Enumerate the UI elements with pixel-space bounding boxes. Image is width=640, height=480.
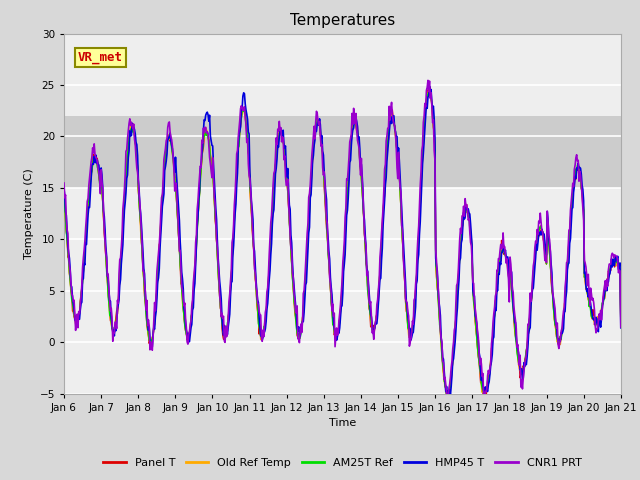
X-axis label: Time: Time: [329, 418, 356, 428]
Y-axis label: Temperature (C): Temperature (C): [24, 168, 34, 259]
Legend: Panel T, Old Ref Temp, AM25T Ref, HMP45 T, CNR1 PRT: Panel T, Old Ref Temp, AM25T Ref, HMP45 …: [99, 453, 586, 472]
Bar: [64, 116, 621, 188]
Title: Temperatures: Temperatures: [290, 13, 395, 28]
Text: VR_met: VR_met: [78, 51, 123, 64]
